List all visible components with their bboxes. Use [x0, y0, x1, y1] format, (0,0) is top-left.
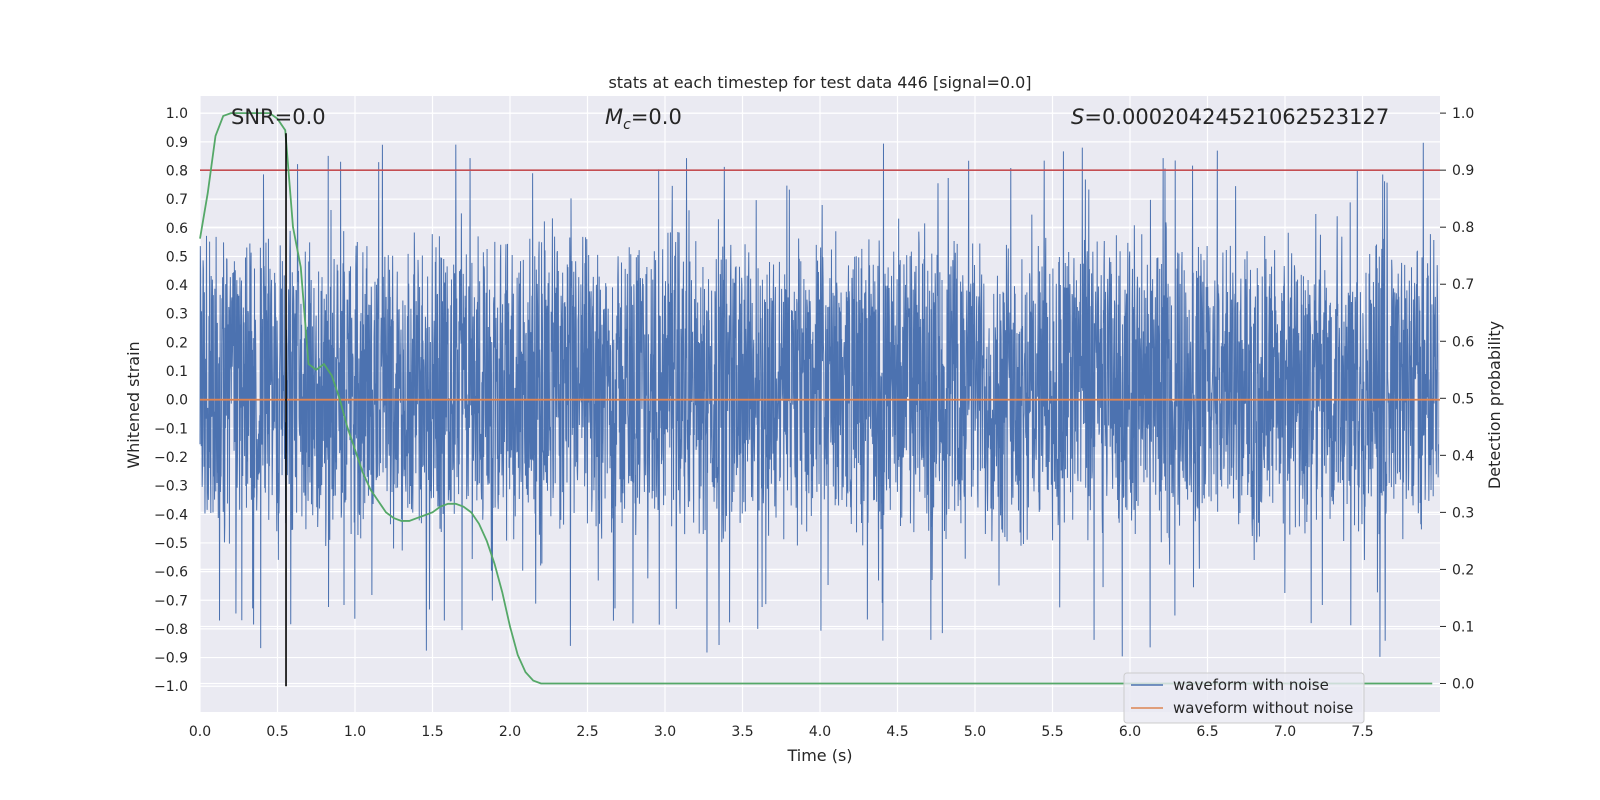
y2-tick-label: 0.9	[1452, 163, 1474, 179]
x-axis-label: Time (s)	[786, 746, 852, 765]
legend-box	[1123, 672, 1365, 724]
x-tick-label: 4.5	[886, 724, 908, 740]
y-tick-label: 0.3	[166, 307, 188, 323]
y-tick-label: −1.0	[154, 679, 188, 695]
y-tick-label: 0.0	[166, 393, 188, 409]
y2-tick-label: 0.7	[1452, 277, 1474, 293]
legend-label-clean: waveform without noise	[1173, 699, 1353, 717]
y-tick-label: 0.2	[166, 335, 188, 351]
plot-content	[199, 112, 1440, 687]
y-tick-label: −0.3	[154, 479, 188, 495]
right-axis-ticks: 1.0 0.9 0.8 0.7 0.6 0.5 0.4 0.3 0.2 0.1 0.0	[1440, 106, 1474, 692]
y-tick-label: −0.7	[154, 593, 188, 609]
snr-annotation: SNR=0.0	[231, 105, 326, 129]
chirp-mass-value: =0.0	[631, 105, 682, 129]
s-value: =0.00020424521062523127	[1084, 105, 1389, 129]
y2-tick-label: 1.0	[1452, 106, 1474, 122]
y-axis-label: Whitened strain	[124, 341, 143, 468]
x-tick-label: 6.0	[1119, 724, 1141, 740]
y-tick-label: −0.8	[154, 622, 188, 638]
waveform-with-noise-line	[199, 142, 1439, 657]
y-tick-label: −0.6	[154, 565, 188, 581]
y-tick-label: 1.0	[166, 106, 188, 122]
chart-title: stats at each timestep for test data 446…	[608, 73, 1031, 92]
x-tick-label: 7.5	[1351, 724, 1373, 740]
y2-tick-label: 0.1	[1452, 619, 1474, 635]
y-tick-label: 0.5	[166, 249, 188, 265]
x-tick-label: 3.0	[654, 724, 676, 740]
y2-axis-label: Detection probability	[1485, 321, 1504, 489]
x-tick-label: 5.5	[1041, 724, 1063, 740]
x-tick-label: 0.0	[189, 724, 211, 740]
s-annotation: S=0.00020424521062523127	[1071, 105, 1389, 129]
y-tick-label: 0.4	[166, 278, 188, 294]
x-tick-label: 1.0	[344, 724, 366, 740]
y2-tick-label: 0.2	[1452, 562, 1474, 578]
legend-label-noise: waveform with noise	[1173, 676, 1329, 694]
x-tick-label: 0.5	[266, 724, 288, 740]
y-tick-label: −0.5	[154, 536, 188, 552]
x-tick-label: 3.5	[731, 724, 753, 740]
y-tick-label: 0.1	[166, 364, 188, 380]
x-tick-label: 5.0	[964, 724, 986, 740]
x-tick-label: 1.5	[421, 724, 443, 740]
y2-tick-label: 0.5	[1452, 391, 1474, 407]
x-tick-label: 2.0	[499, 724, 521, 740]
y-tick-label: −0.4	[154, 507, 188, 523]
s-symbol: S	[1071, 105, 1084, 129]
y2-tick-label: 0.0	[1452, 676, 1474, 692]
y-tick-label: −0.2	[154, 450, 188, 466]
y2-tick-label: 0.6	[1452, 334, 1474, 350]
x-tick-label: 2.5	[576, 724, 598, 740]
left-axis-ticks: 1.0 0.9 0.8 0.7 0.6 0.5 0.4 0.3 0.2 0.1 0.0 −0.1 −0.…	[154, 106, 188, 695]
y2-tick-label: 0.4	[1452, 448, 1474, 464]
chirp-mass-annotation: Mc=0.0	[605, 105, 682, 133]
y2-tick-label: 0.8	[1452, 220, 1474, 236]
x-tick-label: 6.5	[1196, 724, 1218, 740]
y-tick-label: 0.9	[166, 135, 188, 151]
y-tick-label: 0.6	[166, 221, 188, 237]
detection-probability-line	[199, 112, 1433, 685]
chirp-mass-symbol: M	[605, 105, 623, 129]
y2-tick-label: 0.3	[1452, 505, 1474, 521]
x-axis-ticks: 0.0 0.5 1.0 1.5 2.0 2.5 3.0 3.5 4.0 4.5 5.0 5.5 6.0 6…	[189, 724, 1374, 740]
chirp-mass-subscript: c	[623, 117, 631, 133]
legend: waveform with noise waveform without noi…	[1123, 672, 1365, 724]
y-tick-label: 0.8	[166, 163, 188, 179]
x-tick-label: 7.0	[1274, 724, 1296, 740]
y-tick-label: −0.1	[154, 421, 188, 437]
y-tick-label: −0.9	[154, 651, 188, 667]
x-tick-label: 4.0	[809, 724, 831, 740]
y-tick-label: 0.7	[166, 192, 188, 208]
